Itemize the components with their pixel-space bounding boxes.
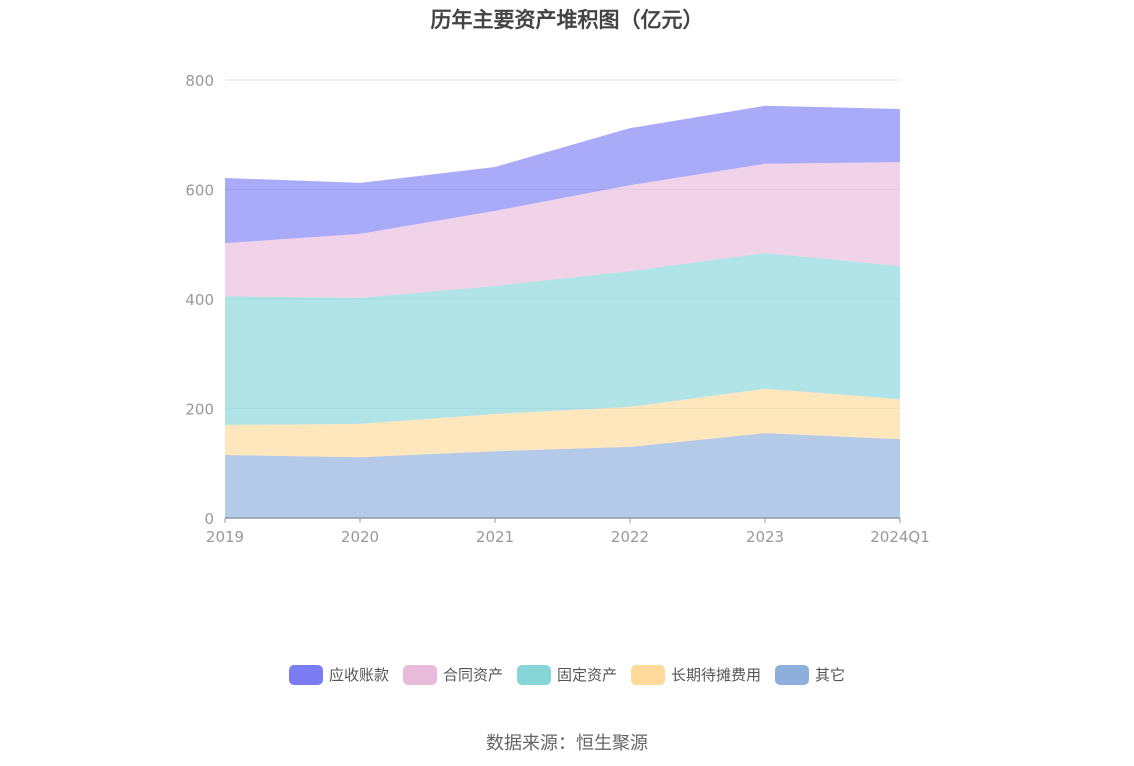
area-series-0 [225,433,900,518]
area-series-2 [225,253,900,425]
legend-swatch [631,664,665,685]
y-tick-label: 200 [185,401,214,419]
y-tick-label: 0 [204,510,214,528]
x-tick-label: 2021 [476,528,514,546]
legend-label: 长期待摊费用 [671,666,762,684]
x-tick-label: 2023 [746,528,784,546]
chart-title: 历年主要资产堆积图（亿元） [430,8,704,32]
legend-swatch [516,664,551,685]
area-series-3 [225,162,900,298]
legend: 应收账款 合同资产 固定资产 长期待摊费用 其它 [0,664,1134,685]
legend-item[interactable]: 固定资产 [516,664,617,685]
area-series-1 [225,388,900,458]
y-tick-label: 800 [185,72,214,90]
source-note: 数据来源：恒生聚源 [486,733,648,754]
area-series-4 [225,105,900,244]
legend-item[interactable]: 长期待摊费用 [631,664,761,685]
legend-swatch [288,664,323,685]
x-tick-label: 2022 [611,528,649,546]
y-tick-label: 400 [185,291,214,309]
legend-label: 应收账款 [328,666,389,684]
x-tick-label: 2024Q1 [870,528,930,546]
x-tick-label: 2020 [341,528,379,546]
y-tick-label: 600 [185,182,214,200]
legend-item[interactable]: 其它 [775,664,845,685]
legend-label: 固定资产 [556,666,617,684]
legend-item[interactable]: 应收账款 [288,664,389,685]
legend-label: 其它 [815,666,846,684]
legend-swatch [775,664,810,685]
legend-swatch [402,664,437,685]
x-tick-label: 2019 [206,528,244,546]
stacked-area-chart: 0 200 400 600 800 2019 2020 2021 2022 2023 2024Q1 [185,72,930,546]
legend-item[interactable]: 合同资产 [402,664,503,685]
legend-label: 合同资产 [442,666,503,684]
